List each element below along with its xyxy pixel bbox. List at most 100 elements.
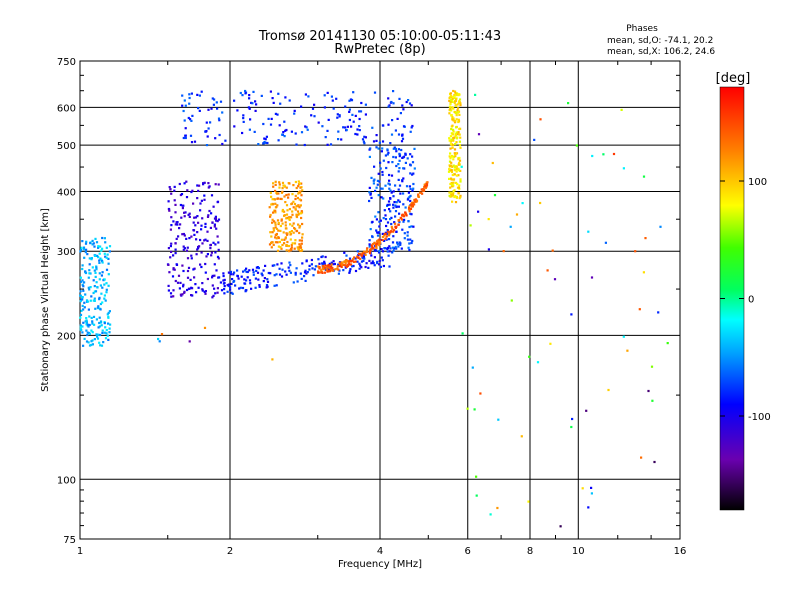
data-point [296,210,300,213]
data-point [184,127,187,130]
data-point [375,229,378,232]
data-point [223,292,226,295]
data-point [91,243,94,246]
data-point [412,201,415,204]
data-point [204,262,207,266]
data-point [387,151,390,154]
data-point [340,138,343,141]
data-point [448,139,451,142]
data-point [186,269,190,273]
data-point [388,203,391,206]
data-point [284,129,287,132]
data-point [329,143,333,146]
data-point [317,258,320,261]
data-point [455,114,458,117]
data-point [222,274,225,278]
data-point [384,237,387,240]
data-point [387,123,390,126]
data-point [273,274,276,277]
data-point [99,245,102,248]
data-point [177,274,181,277]
data-point [167,247,170,250]
data-point [298,198,301,201]
data-point [363,142,366,145]
data-point [88,344,92,347]
data-point [101,261,104,264]
data-point [375,249,378,252]
data-point [394,204,397,207]
data-point [291,210,294,213]
data-point [98,252,101,255]
data-point [375,139,378,142]
data-point [388,250,391,253]
data-point [587,506,590,509]
data-point [452,178,455,181]
data-point [451,106,454,109]
data-point [188,340,191,343]
data-point [388,265,391,268]
data-point [455,170,458,173]
data-point [106,334,109,337]
data-point [352,91,355,94]
x-tick-label: 2 [227,546,233,557]
data-point [375,244,378,247]
data-point [217,183,220,186]
data-point [357,256,360,259]
data-point [321,125,324,128]
data-point [277,139,280,142]
data-point [213,98,216,101]
data-point [475,494,478,497]
data-point [200,265,203,269]
data-point [300,105,303,108]
data-point [301,189,304,192]
data-point [93,269,96,272]
data-point [409,187,412,191]
data-point [261,274,264,277]
data-point [344,126,347,129]
data-point [246,270,249,274]
data-point [206,239,209,242]
data-point [285,249,288,252]
data-point [411,124,414,128]
data-point [322,262,325,265]
data-point [453,169,457,172]
data-point [197,247,200,250]
data-point [657,311,660,314]
data-point [324,255,327,259]
data-point [411,239,414,243]
data-point [102,279,105,282]
data-point [173,185,176,188]
data-point [520,435,523,438]
data-point [297,185,300,188]
data-point [402,167,405,170]
data-point [192,202,195,205]
data-point [359,110,363,113]
data-point [217,218,221,221]
data-point [448,105,451,108]
data-point [390,230,393,233]
data-point [369,228,372,231]
data-point [292,231,295,234]
data-point [190,257,193,260]
data-point [370,176,373,179]
data-point [454,93,457,96]
data-point [241,94,244,97]
data-point [203,194,206,197]
data-point [280,197,283,201]
data-point [396,241,399,244]
data-point [392,90,395,93]
data-point [275,237,278,240]
data-point [277,92,280,95]
data-point [88,323,91,327]
data-point [107,262,110,265]
data-point [81,325,84,328]
y-tick-label: 200 [57,331,76,342]
data-point [98,278,101,281]
data-point [368,239,371,242]
data-point [170,192,173,195]
data-point [413,147,416,150]
data-point [373,165,376,168]
data-point [244,289,247,292]
data-point [346,125,349,128]
data-point [334,268,337,271]
